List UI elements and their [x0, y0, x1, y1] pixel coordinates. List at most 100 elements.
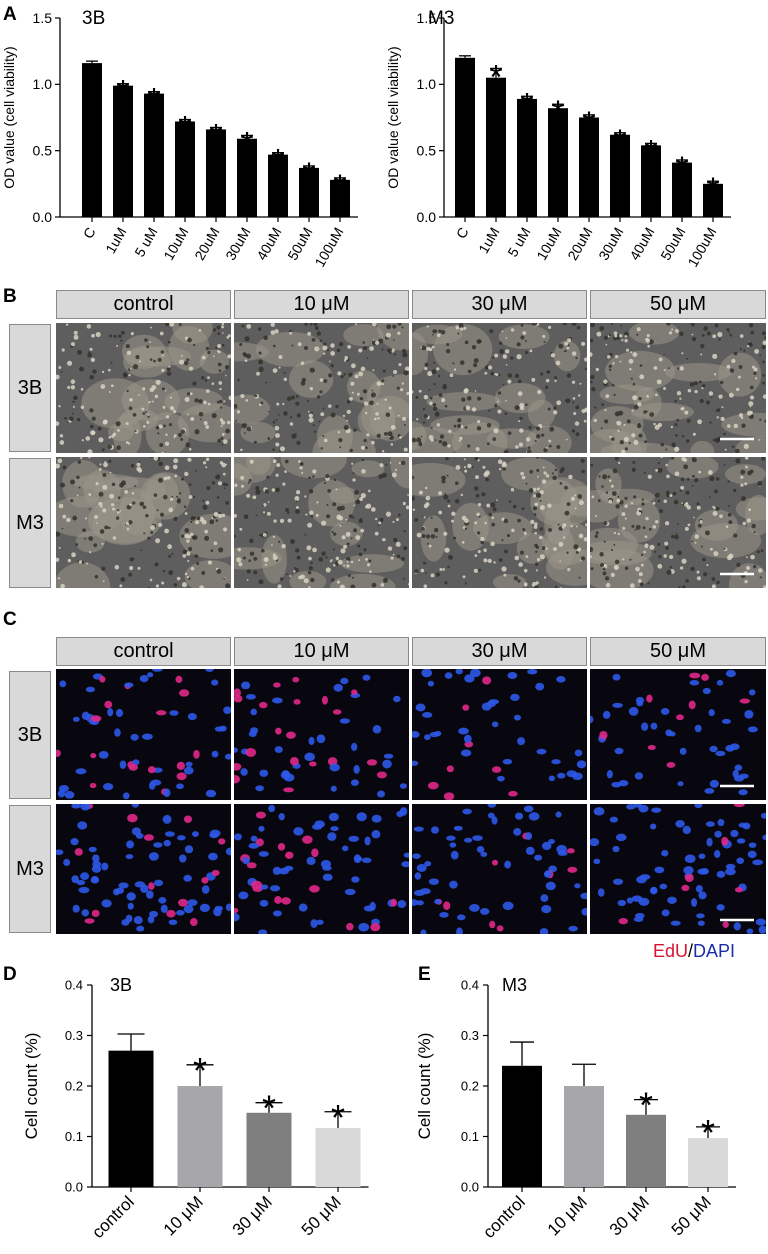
cell-speck — [759, 354, 762, 357]
cell-speck — [346, 419, 349, 422]
cell-speck — [624, 566, 629, 571]
cell-speck — [80, 405, 85, 409]
cell-speck — [649, 544, 655, 550]
dapi-nucleus — [716, 904, 725, 911]
cell-speck — [583, 419, 587, 423]
dapi-nucleus — [536, 748, 547, 755]
dapi-nucleus — [705, 821, 715, 827]
cell-speck — [161, 581, 165, 585]
cell-speck — [253, 570, 258, 575]
cell-speck — [526, 449, 532, 453]
cell-speck — [577, 394, 581, 397]
cell-speck — [727, 424, 731, 428]
cell-speck — [468, 464, 471, 467]
dapi-nucleus — [747, 850, 757, 859]
dapi-nucleus — [614, 747, 624, 755]
cell-speck — [309, 387, 313, 391]
panel-c-row-m3: M3 — [9, 805, 51, 933]
dapi-nucleus — [412, 899, 419, 906]
cell-speck — [168, 570, 174, 576]
cell-speck — [591, 386, 596, 392]
cell-speck — [203, 461, 207, 465]
cell-speck — [126, 350, 132, 355]
cell-speck — [432, 333, 434, 336]
cell-speck — [459, 436, 463, 440]
cell-speck — [608, 479, 612, 482]
cell-speck — [114, 565, 120, 570]
cell-speck — [416, 532, 422, 538]
dapi-nucleus — [269, 885, 281, 892]
cell-speck — [70, 385, 76, 390]
cell-speck — [188, 495, 193, 499]
dapi-nucleus — [725, 744, 735, 752]
cell-speck — [59, 434, 64, 438]
cell-speck — [463, 458, 466, 461]
cell-speck — [319, 390, 323, 394]
cell-speck — [223, 400, 226, 403]
cell-speck — [614, 355, 619, 359]
cell-speck — [112, 507, 116, 511]
cell-speck — [89, 551, 92, 554]
cell-speck — [149, 387, 155, 393]
cell-speck — [289, 331, 293, 335]
significance-star: * — [706, 171, 719, 209]
dapi-nucleus — [472, 835, 483, 841]
cell-speck — [713, 506, 716, 510]
cell-speck — [613, 564, 619, 571]
cell-speck — [432, 406, 438, 411]
cell-speck — [178, 323, 182, 327]
cell-speck — [692, 432, 696, 436]
cell-speck — [397, 331, 401, 335]
dapi-nucleus — [708, 709, 715, 717]
cell-speck — [303, 578, 309, 584]
edu-nucleus — [496, 925, 504, 932]
cell-speck — [412, 496, 416, 501]
dapi-nucleus — [738, 789, 748, 796]
dapi-nucleus — [245, 694, 256, 700]
dapi-nucleus — [615, 833, 627, 842]
cell-speck — [614, 559, 620, 564]
cell-speck — [633, 439, 639, 445]
cell-speck — [735, 458, 741, 464]
cell-speck — [419, 441, 422, 444]
cell-speck — [215, 346, 218, 349]
edu-nucleus — [89, 782, 97, 789]
cell-speck — [184, 512, 188, 515]
cell-speck — [284, 459, 289, 464]
cell-speck — [477, 502, 482, 507]
cell-speck — [117, 428, 120, 432]
dapi-nucleus — [736, 838, 746, 844]
cell-speck — [267, 437, 271, 440]
cell-speck — [371, 389, 374, 392]
dapi-nucleus — [548, 775, 555, 782]
bar-20um — [579, 117, 599, 217]
cell-speck — [658, 357, 663, 362]
edu-nucleus — [127, 813, 138, 823]
edu-nucleus — [193, 749, 200, 759]
dapi-nucleus — [56, 849, 64, 856]
edu-nucleus — [234, 775, 241, 784]
cell-speck — [539, 527, 543, 531]
significance-star: * — [193, 1050, 207, 1091]
cell-speck — [339, 584, 345, 588]
cell-speck — [161, 451, 164, 453]
cell-speck — [352, 472, 355, 475]
cell-speck — [180, 437, 184, 441]
dapi-nucleus — [234, 747, 238, 753]
cell-speck — [218, 369, 222, 372]
cell-speck — [523, 531, 527, 535]
dapi-nucleus — [491, 721, 499, 728]
cell-speck — [594, 534, 598, 538]
cell-speck — [164, 465, 170, 471]
cell-speck — [403, 447, 408, 452]
edu-nucleus — [309, 761, 317, 767]
cell-speck — [477, 531, 481, 535]
cell-speck — [223, 527, 228, 532]
dapi-nucleus — [274, 746, 283, 754]
cell-speck — [346, 560, 349, 563]
cell-speck — [300, 574, 306, 580]
cell-speck — [315, 513, 319, 517]
cell-speck — [642, 526, 646, 530]
dapi-nucleus — [626, 897, 634, 904]
cell-speck — [495, 373, 499, 377]
